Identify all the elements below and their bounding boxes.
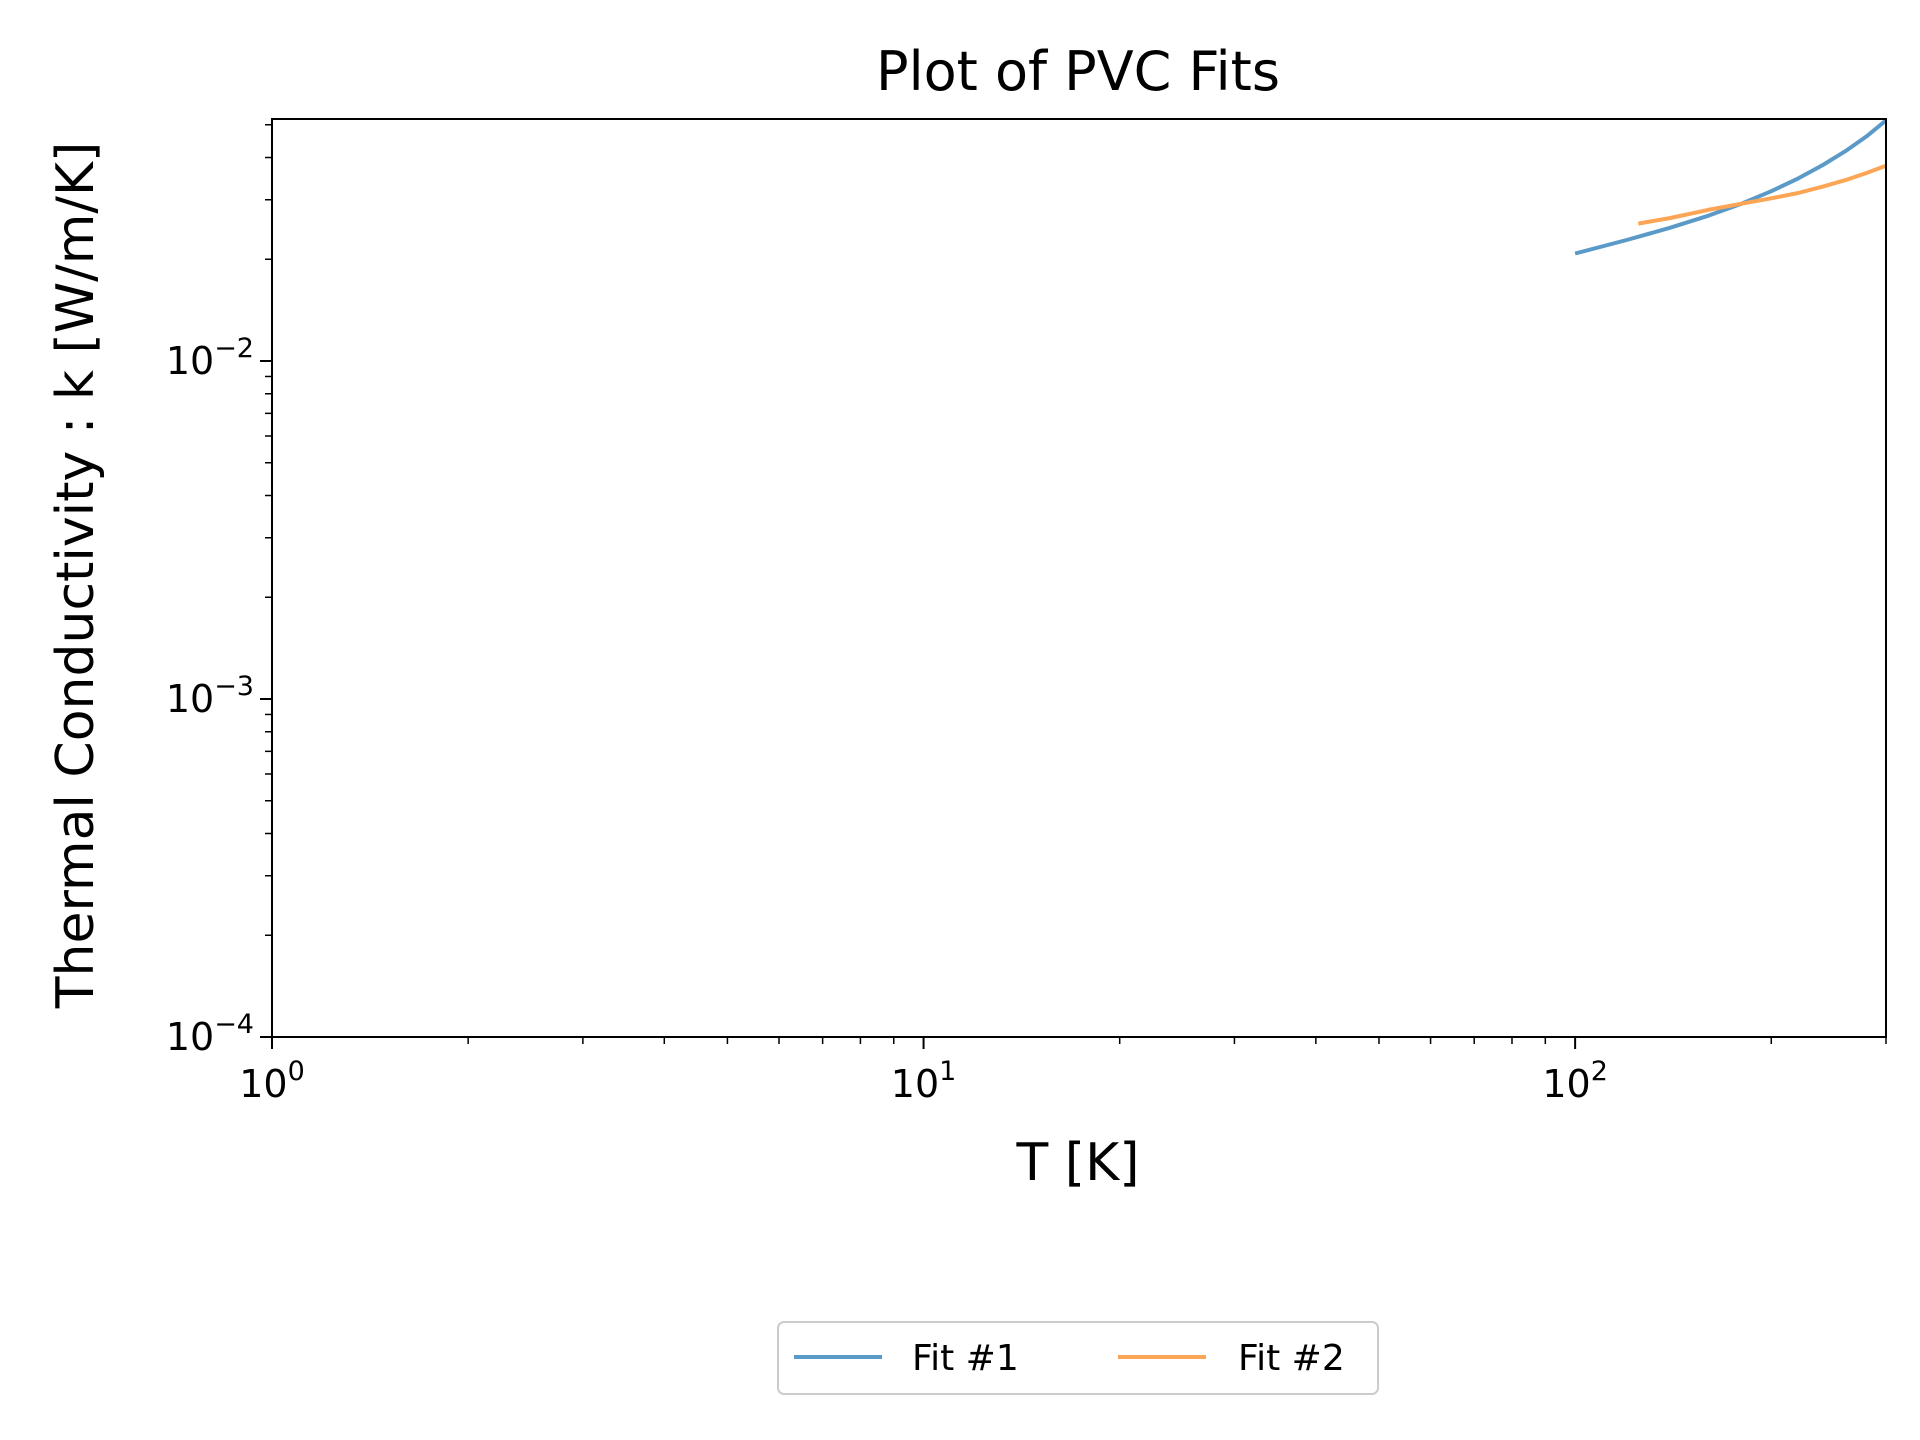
x-tick-label: 102 — [1542, 1056, 1608, 1106]
axes-frame — [271, 118, 1887, 1038]
series-layer — [1574, 119, 1886, 256]
series-line-2 — [1637, 163, 1886, 226]
x-axis: 100 101 102 — [239, 1037, 1887, 1106]
y-axis: 10−4 10−3 10−2 — [166, 124, 272, 1059]
legend-box — [777, 1321, 1379, 1395]
chart-title: Plot of PVC Fits — [876, 40, 1280, 103]
y-tick-label: 10−2 — [166, 333, 254, 383]
y-tick-label: 10−3 — [166, 671, 254, 721]
legend-label-1: Fit #1 — [912, 1338, 1019, 1379]
y-tick-label: 10−4 — [166, 1009, 254, 1059]
legend: Fit #1 Fit #2 — [777, 1321, 1379, 1395]
legend-label-2: Fit #2 — [1238, 1338, 1345, 1379]
x-tick-label: 101 — [891, 1056, 957, 1106]
x-axis-label: T [K] — [1016, 1133, 1140, 1193]
x-tick-label: 100 — [239, 1056, 305, 1106]
series-line-1 — [1574, 119, 1886, 256]
y-axis-label: Thermal Conductivity : k [W/m/K] — [46, 142, 106, 1010]
